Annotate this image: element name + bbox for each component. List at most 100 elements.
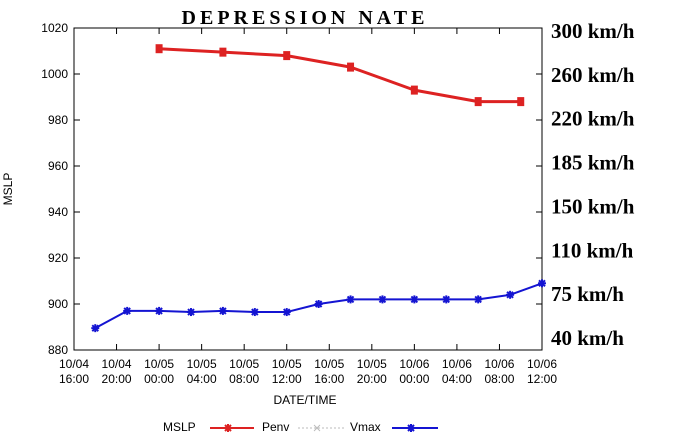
y-tick-label: 880 — [48, 343, 68, 357]
legend-marker-vmax-glyph — [407, 424, 415, 432]
data-point-vmax — [346, 295, 355, 304]
data-point-vmax-glyph — [219, 307, 227, 315]
y-tick-label: 900 — [48, 297, 68, 311]
y-tick-label: 1020 — [41, 21, 68, 35]
x-tick-time: 04:00 — [187, 372, 217, 386]
legend-label-penv: Penv — [262, 420, 289, 434]
data-point-vmax — [506, 290, 515, 299]
x-tick-date: 10/05 — [187, 357, 217, 371]
x-tick-date: 10/05 — [144, 357, 174, 371]
legend-marker-vmax — [407, 424, 415, 432]
data-point-vmax — [91, 324, 100, 333]
x-tick-time: 00:00 — [144, 372, 174, 386]
data-point-vmax-glyph — [283, 308, 291, 316]
x-tick-time: 08:00 — [229, 372, 259, 386]
data-point-vmax-glyph — [474, 295, 482, 304]
right-axis-label: 220 km/h — [551, 107, 635, 131]
data-point-penv — [219, 47, 227, 57]
data-point-vmax — [250, 308, 259, 317]
data-point-vmax-glyph — [187, 308, 195, 316]
data-point-vmax-glyph — [155, 307, 163, 315]
data-point-penv-glyph — [517, 97, 525, 107]
data-point-penv-glyph — [474, 97, 482, 107]
right-axis-label: 185 km/h — [551, 151, 635, 175]
data-point-vmax — [442, 295, 451, 304]
plot-frame — [73, 27, 543, 351]
data-point-penv-glyph — [283, 51, 291, 61]
x-tick-time: 12:00 — [527, 372, 557, 386]
data-point-vmax-glyph — [91, 324, 99, 332]
data-point-penv-glyph — [347, 62, 355, 72]
x-tick-date: 10/05 — [314, 357, 344, 371]
data-point-penv — [410, 85, 418, 95]
x-tick-date: 10/06 — [442, 357, 472, 371]
right-axis-label: 300 km/h — [551, 19, 635, 43]
legend-marker-mslp — [313, 424, 321, 432]
legend-marker-penv — [224, 424, 232, 432]
right-axis-label: 150 km/h — [551, 194, 635, 218]
legend-title: MSLP — [163, 420, 196, 434]
series-layer — [91, 44, 546, 333]
x-tick-time: 04:00 — [442, 372, 472, 386]
data-point-vmax-glyph — [123, 307, 131, 315]
y-tick-label: 1000 — [41, 67, 68, 81]
data-point-penv-glyph — [155, 44, 163, 54]
data-point-vmax — [187, 308, 195, 317]
data-point-vmax-glyph — [251, 308, 259, 316]
right-axis-label: 110 km/h — [551, 238, 634, 262]
data-point-penv — [283, 51, 291, 61]
data-point-vmax — [155, 306, 164, 315]
x-tick-date: 10/05 — [229, 357, 259, 371]
data-point-vmax — [538, 279, 546, 288]
data-point-penv — [155, 44, 163, 54]
data-point-vmax — [474, 295, 483, 304]
x-tick-date: 10/06 — [527, 357, 557, 371]
x-tick-time: 08:00 — [484, 372, 514, 386]
data-point-vmax-glyph — [314, 300, 323, 308]
data-point-vmax — [123, 306, 132, 315]
x-tick-time: 16:00 — [59, 372, 89, 386]
data-point-vmax-glyph — [410, 295, 419, 304]
x-tick-time: 20:00 — [357, 372, 387, 386]
x-tick-date: 10/05 — [272, 357, 302, 371]
x-tick-time: 20:00 — [102, 372, 132, 386]
data-point-vmax — [218, 306, 227, 315]
x-tick-time: 12:00 — [272, 372, 302, 386]
y-axis-label: MSLP — [1, 173, 15, 206]
right-axis-label: 260 km/h — [551, 63, 635, 87]
data-point-vmax-glyph — [346, 295, 355, 304]
x-tick-date: 10/06 — [399, 357, 429, 371]
data-point-penv-glyph — [219, 47, 227, 57]
y-tick-label: 960 — [48, 159, 68, 173]
legend-marker-mslp-glyph — [313, 424, 321, 432]
right-axis-labels: 300 km/h 260 km/h 220 km/h 185 km/h 150 km/h… — [551, 19, 635, 350]
x-axis: 10/0416:0010/0420:0010/0500:0010/0504:00… — [59, 28, 557, 386]
x-tick-time: 16:00 — [314, 372, 344, 386]
data-point-penv — [347, 62, 355, 72]
y-axis: 880 900 920 940 960 980 1000 1020 — [41, 21, 542, 357]
data-point-vmax — [410, 295, 419, 304]
data-point-vmax-glyph — [506, 291, 514, 299]
data-point-penv — [474, 97, 482, 107]
data-point-vmax-glyph — [442, 295, 450, 304]
data-point-vmax — [282, 308, 291, 317]
right-axis-label: 40 km/h — [551, 326, 624, 350]
y-tick-label: 980 — [48, 113, 68, 127]
x-tick-date: 10/06 — [484, 357, 514, 371]
chart-title: DEPRESSION NATE — [182, 7, 429, 29]
x-tick-date: 10/04 — [102, 357, 132, 371]
data-point-penv-glyph — [410, 85, 418, 95]
x-tick-date: 10/04 — [59, 357, 89, 371]
legend-marker-penv-glyph — [224, 424, 232, 432]
y-tick-label: 940 — [48, 205, 68, 219]
legend-label-vmax: Vmax — [350, 420, 381, 434]
right-axis-label: 75 km/h — [551, 282, 624, 306]
x-axis-label: DATE/TIME — [273, 393, 336, 407]
series-line-penv — [159, 47, 521, 104]
y-tick-label: 920 — [48, 251, 68, 265]
data-point-vmax-glyph — [378, 295, 387, 304]
x-tick-date: 10/05 — [357, 357, 387, 371]
data-point-penv — [517, 97, 525, 107]
legend: MSLP Penv Vmax — [163, 420, 438, 434]
